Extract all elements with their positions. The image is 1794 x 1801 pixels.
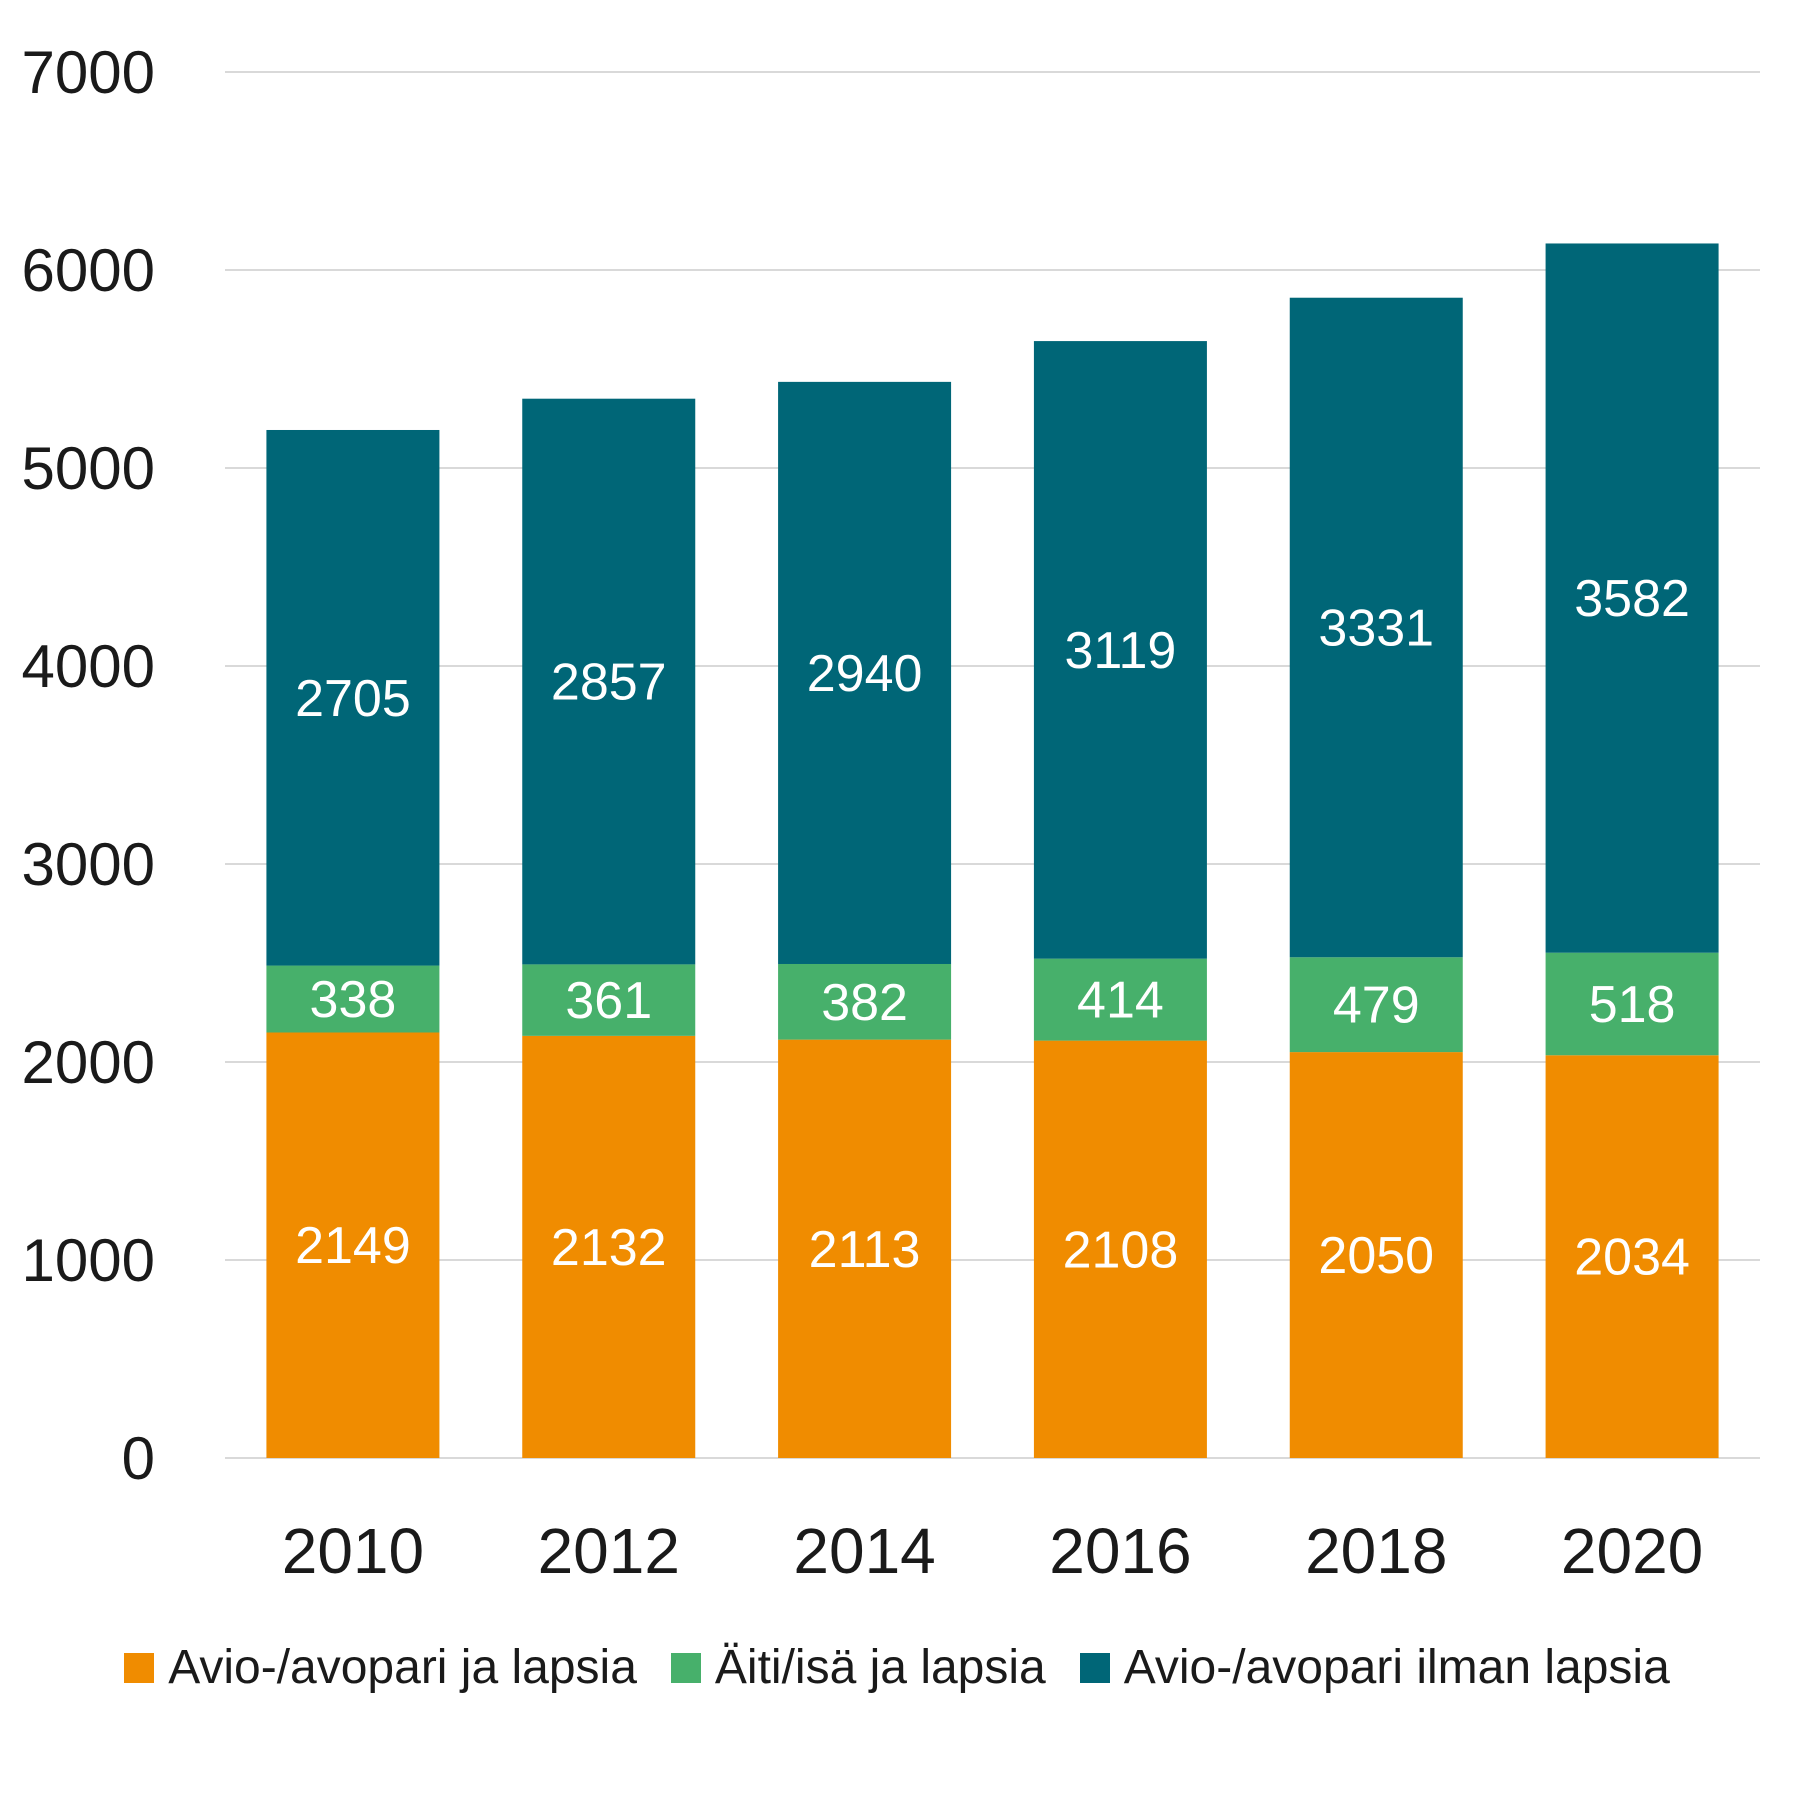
legend-swatch-series-0 bbox=[124, 1652, 155, 1683]
data-label-2012-series-1: 361 bbox=[565, 972, 652, 1030]
x-tick-label-2014: 2014 bbox=[793, 1515, 935, 1587]
data-label-2014-series-0: 2113 bbox=[809, 1221, 921, 1279]
bar-2020-series-0 bbox=[1545, 1055, 1719, 1458]
data-label-2016-series-0: 2108 bbox=[1063, 1221, 1179, 1279]
data-label-2010-series-1: 338 bbox=[310, 971, 397, 1029]
data-label-2016-series-1: 414 bbox=[1077, 972, 1164, 1030]
x-tick-label-2020: 2020 bbox=[1561, 1515, 1703, 1587]
y-tick-label-7000: 7000 bbox=[22, 39, 155, 106]
bar-2020-series-1 bbox=[1545, 952, 1719, 1056]
data-label-2012-series-0: 2132 bbox=[551, 1219, 667, 1277]
bar-2016-series-0 bbox=[1033, 1040, 1207, 1458]
legend-item-series-2: Avio-/avopari ilman lapsia bbox=[1079, 1640, 1670, 1695]
legend-label-series-2: Avio-/avopari ilman lapsia bbox=[1123, 1641, 1670, 1694]
legend-label-series-1: Äiti/isä ja lapsia bbox=[714, 1641, 1046, 1694]
data-label-2018-series-1: 479 bbox=[1333, 977, 1420, 1035]
y-tick-label-6000: 6000 bbox=[22, 237, 155, 304]
bar-2012-series-0 bbox=[522, 1035, 696, 1458]
legend: Avio-/avopari ja lapsia Äiti/isä ja laps… bbox=[0, 1640, 1794, 1695]
bar-2018-series-0 bbox=[1289, 1052, 1463, 1458]
legend-item-series-0: Avio-/avopari ja lapsia bbox=[124, 1640, 637, 1695]
x-tick-label-2016: 2016 bbox=[1049, 1515, 1191, 1587]
data-label-2018-series-2: 3331 bbox=[1318, 599, 1434, 657]
y-tick-label-3000: 3000 bbox=[22, 831, 155, 898]
data-label-2016-series-2: 3119 bbox=[1065, 622, 1177, 680]
bar-2020-series-2 bbox=[1545, 243, 1719, 953]
bar-2018-series-2 bbox=[1289, 297, 1463, 958]
data-label-2014-series-1: 382 bbox=[821, 974, 908, 1032]
y-tick-label-0: 0 bbox=[122, 1425, 155, 1492]
data-label-2012-series-2: 2857 bbox=[551, 654, 667, 712]
data-label-2018-series-0: 2050 bbox=[1318, 1227, 1434, 1285]
bar-2016-series-1 bbox=[1033, 958, 1207, 1041]
stacked-bar-chart: 0 1000 2000 3000 4000 5000 6000 7000 2149 338 2705… bbox=[22, 39, 1760, 1587]
bar-2012-series-1 bbox=[522, 964, 696, 1036]
data-label-2014-series-2: 2940 bbox=[807, 645, 923, 703]
y-tick-label-4000: 4000 bbox=[22, 633, 155, 700]
bar-2018-series-1 bbox=[1289, 957, 1463, 1053]
legend-swatch-series-1 bbox=[670, 1652, 701, 1683]
bar-2014-series-0 bbox=[778, 1039, 952, 1458]
bar-2010-series-2 bbox=[266, 429, 440, 966]
y-tick-label-2000: 2000 bbox=[22, 1029, 155, 1096]
legend-label-series-0: Avio-/avopari ja lapsia bbox=[168, 1641, 637, 1694]
y-tick-label-5000: 5000 bbox=[22, 435, 155, 502]
data-label-2020-series-2: 3582 bbox=[1574, 570, 1690, 628]
data-label-2020-series-0: 2034 bbox=[1574, 1229, 1690, 1287]
bar-2010-series-0 bbox=[266, 1032, 440, 1458]
x-tick-label-2012: 2012 bbox=[538, 1515, 680, 1587]
bar-2014-series-2 bbox=[778, 381, 952, 964]
legend-swatch-series-2 bbox=[1079, 1652, 1110, 1683]
bar-2012-series-2 bbox=[522, 398, 696, 965]
y-tick-label-1000: 1000 bbox=[22, 1227, 155, 1294]
data-label-2020-series-1: 518 bbox=[1589, 976, 1676, 1034]
bar-2010-series-1 bbox=[266, 965, 440, 1033]
data-label-2010-series-2: 2705 bbox=[295, 670, 411, 728]
bar-2014-series-1 bbox=[778, 963, 952, 1040]
bar-2016-series-2 bbox=[1033, 341, 1207, 959]
data-label-2010-series-0: 2149 bbox=[295, 1217, 411, 1275]
legend-item-series-1: Äiti/isä ja lapsia bbox=[670, 1640, 1046, 1695]
x-tick-label-2010: 2010 bbox=[282, 1515, 424, 1587]
x-tick-label-2018: 2018 bbox=[1305, 1515, 1447, 1587]
